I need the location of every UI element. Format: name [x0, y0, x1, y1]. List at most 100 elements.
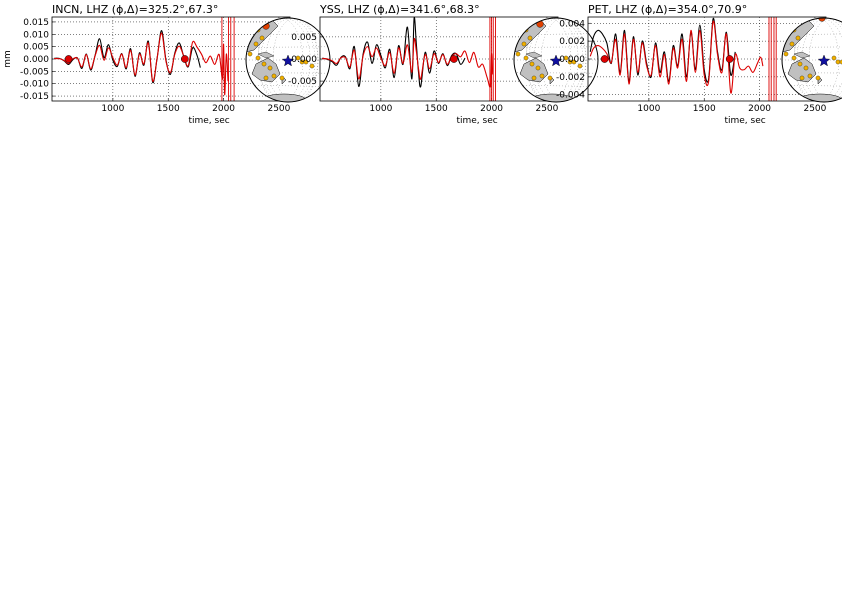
- station-dot: [795, 35, 801, 41]
- parallel-line: [514, 72, 598, 74]
- x-tick-label: 1500: [425, 104, 448, 114]
- x-tick-label: 1000: [101, 104, 124, 114]
- y-tick-label: 0.005: [23, 43, 49, 53]
- y-tick-label: 0.005: [291, 33, 317, 43]
- station-dot: [253, 41, 259, 47]
- station-dot: [577, 63, 583, 69]
- x-tick-label: 2500: [267, 104, 290, 114]
- meridian-line: [272, 18, 319, 102]
- x-tick-label: 2000: [748, 104, 771, 114]
- x-tick-label: 2000: [480, 104, 503, 114]
- station-dot: [259, 35, 265, 41]
- station-dot: [531, 75, 537, 81]
- parallel-line: [246, 72, 330, 74]
- y-tick-label: 0.004: [559, 19, 585, 29]
- station-dot: [527, 35, 533, 41]
- station-dot: [815, 75, 821, 81]
- globe-outline: [781, 17, 842, 103]
- station-dot: [263, 75, 269, 81]
- station-dot: [247, 51, 253, 57]
- seismogram-panel-1: INCN, LHZ (ϕ,Δ)=325.2°,67.3° 1000 1500 2000…: [3, 3, 331, 126]
- station-dot: [839, 59, 842, 65]
- y-tick-label: 0.000: [559, 55, 585, 65]
- observed-trace: [589, 18, 736, 83]
- x-axis-label: time, sec: [456, 116, 497, 126]
- y-axis-label: mm: [3, 50, 13, 68]
- station-dot: [787, 21, 793, 27]
- station-dot: [295, 55, 301, 61]
- globe-outline: [513, 17, 599, 103]
- chart-title: INCN, LHZ (ϕ,Δ)=325.2°,67.3°: [52, 3, 218, 16]
- station-dot: [539, 73, 545, 79]
- y-tick-label: -0.004: [556, 91, 585, 101]
- parallel-line: [514, 46, 598, 48]
- station-dot: [791, 55, 797, 61]
- station-dot: [563, 55, 569, 61]
- window-marker: [600, 55, 609, 63]
- station-dot: [255, 55, 261, 61]
- seismogram-panel-3: PET, LHZ (ϕ,Δ)=354.0°,70.9° 1000 1500 2000 2…: [556, 3, 842, 126]
- parallel-line: [782, 46, 842, 48]
- station-dot: [797, 61, 803, 67]
- station-dot: [783, 51, 789, 57]
- station-dot: [521, 41, 527, 47]
- parallel-line: [514, 85, 598, 87]
- parallel-line: [782, 72, 842, 74]
- station-dot: [523, 55, 529, 61]
- x-tick-label: 1000: [369, 104, 392, 114]
- y-tick-label: 0.015: [23, 18, 49, 28]
- station-dot: [803, 65, 809, 71]
- parallel-line: [246, 46, 330, 48]
- y-tick-label: -0.015: [20, 92, 49, 102]
- island-landmass: [257, 51, 275, 59]
- globe-inset: [513, 17, 599, 103]
- x-tick-label: 1500: [157, 104, 180, 114]
- station-dot: [303, 59, 309, 65]
- island-landmass: [793, 51, 811, 59]
- y-tick-label: -0.005: [20, 67, 49, 77]
- parallel-line: [514, 33, 598, 35]
- meridian-line: [540, 18, 587, 102]
- globe-inset: [245, 17, 331, 103]
- window-marker: [450, 55, 458, 63]
- seismogram-panel-2: YSS, LHZ (ϕ,Δ)=341.6°,68.3° 1000 1500 2000 2…: [288, 3, 599, 126]
- synthetic-trace: [322, 37, 494, 88]
- y-tick-label: 0.000: [23, 55, 49, 65]
- y-tick-label: -0.002: [556, 73, 585, 83]
- station-dot: [279, 75, 285, 81]
- parallel-line: [782, 85, 842, 87]
- x-tick-label: 1000: [637, 104, 660, 114]
- x-tick-label: 2500: [535, 104, 558, 114]
- island-landmass: [525, 51, 543, 59]
- station-dot: [831, 55, 837, 61]
- station-dot: [789, 41, 795, 47]
- station-dot: [261, 61, 267, 67]
- synthetic-trace: [589, 20, 764, 94]
- parallel-line: [246, 33, 330, 35]
- y-tick-label: -0.010: [20, 80, 49, 90]
- x-tick-label: 1500: [693, 104, 716, 114]
- x-tick-label: 2000: [212, 104, 235, 114]
- observed-trace: [54, 30, 201, 84]
- station-dot: [799, 75, 805, 81]
- station-dot: [835, 59, 841, 65]
- station-dot: [519, 21, 525, 27]
- window-marker: [180, 55, 189, 63]
- epicenter-star-icon: [281, 54, 295, 67]
- observed-trace: [322, 17, 466, 88]
- y-tick-label: 0.002: [559, 37, 585, 47]
- station-dot: [547, 75, 553, 81]
- station-dot: [571, 59, 577, 65]
- parallel-line: [246, 85, 330, 87]
- station-dot: [251, 21, 257, 27]
- x-axis-label: time, sec: [188, 116, 229, 126]
- parallel-line: [782, 33, 842, 35]
- chart-title: YSS, LHZ (ϕ,Δ)=341.6°,68.3°: [319, 3, 480, 16]
- station-dot: [535, 65, 541, 71]
- epicenter-star-icon: [549, 54, 563, 67]
- station-dot: [529, 61, 535, 67]
- y-tick-label: -0.005: [288, 77, 317, 87]
- window-marker: [725, 55, 734, 63]
- x-axis-label: time, sec: [724, 116, 765, 126]
